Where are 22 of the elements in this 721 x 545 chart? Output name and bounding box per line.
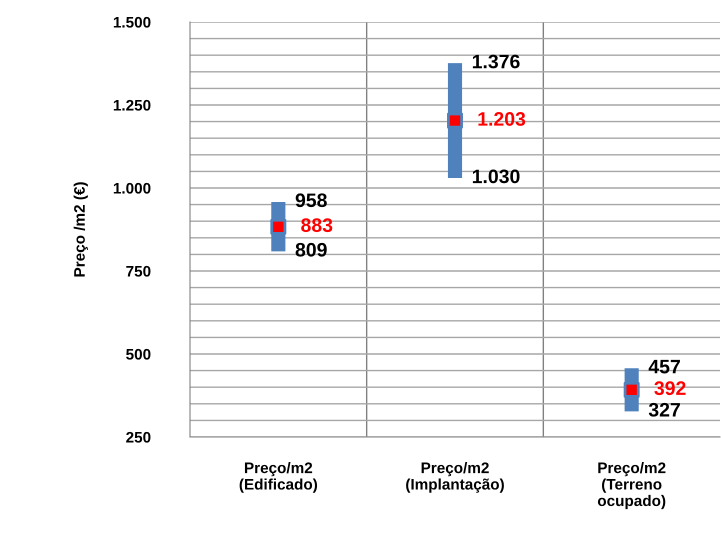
x-tick-label: Preço/m2 (Edificado) [240,462,318,493]
annotation: 809 [296,242,327,257]
y-tick-label: 250 [126,432,150,443]
annotation: 1.030 [472,169,520,184]
data-label: 1.203 [478,112,526,126]
point [270,218,286,235]
y-axis-title: Preço /m2 (€) [74,182,88,276]
annotation: 958 [296,193,327,208]
y-tick-label: 1.250 [114,100,150,111]
data-label: 392 [654,381,686,396]
x-tick-label: Preço/m2 (Implantação) [406,462,504,493]
y-tick-label: 750 [126,266,150,277]
annotation: 1.376 [472,54,520,68]
point [624,382,640,398]
y-tick-label: 500 [126,348,150,360]
y-tick-label: 1.500 [114,16,150,28]
x-tick-label: Preço/m2 (Terreno ocupado) [598,462,666,510]
y-tick-label: 1.000 [114,182,150,194]
data-label: 883 [301,218,332,232]
point [447,112,463,129]
annotation: 327 [648,402,680,417]
annotation: 457 [648,360,680,374]
